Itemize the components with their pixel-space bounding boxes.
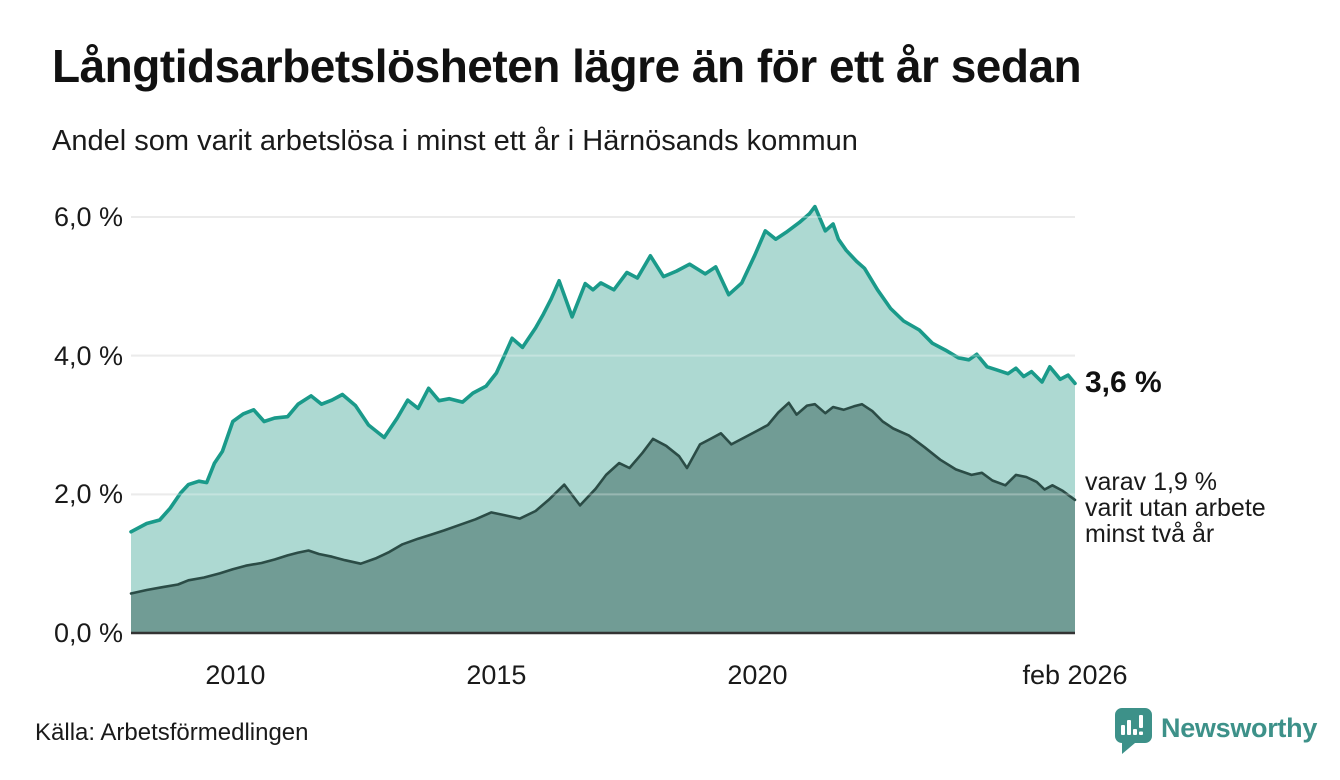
total-series-line [129, 204, 1077, 534]
newsworthy-logo-icon [1115, 708, 1152, 754]
chart-subtitle: Andel som varit arbetslösa i minst ett å… [52, 125, 858, 157]
y-axis-tick-0: 0,0 % [53, 618, 123, 648]
brand-logo: Newsworthy [1114, 708, 1317, 754]
y-axis-tick-2: 2,0 % [53, 479, 123, 510]
x-axis-tick-2020: 2020 [727, 660, 788, 690]
subset-series-annotation: varav 1,9 % varit utan arbete minst två … [1085, 469, 1266, 547]
y-axis-tick-4: 4,0 % [53, 340, 123, 371]
x-axis-tick-2010: 2010 [205, 660, 266, 690]
subset-annotation-line-3: minst två år [1085, 519, 1215, 548]
subset-area-fill [131, 402, 1075, 633]
subset-annotation-line-1: varav 1,9 % [1085, 467, 1218, 496]
x-axis-tick-feb-2026: feb 2026 [1022, 660, 1128, 690]
subset-annotation-line-2: varit utan arbete [1085, 493, 1266, 522]
series-end-value-label: 3,6 % [1085, 366, 1162, 400]
brand-name: Newsworthy [1161, 713, 1318, 743]
page-title: Långtidsarbetslösheten lägre än för ett … [52, 40, 1082, 92]
subset-series-line [129, 401, 1077, 595]
x-axis-tick-2015: 2015 [466, 660, 527, 690]
source-credit: Källa: Arbetsförmedlingen [35, 719, 309, 746]
y-axis-tick-6: 6,0 % [53, 202, 123, 233]
